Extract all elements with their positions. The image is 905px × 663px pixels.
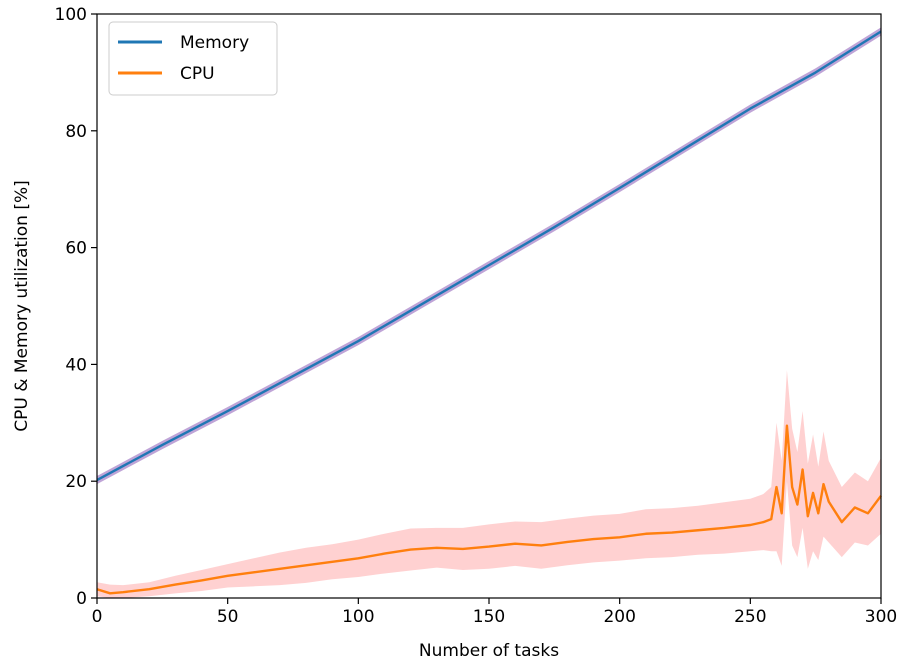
line-cpu xyxy=(96,424,882,595)
legend-label-memory: Memory xyxy=(180,33,249,53)
y-tick-label: 20 xyxy=(65,472,87,492)
y-tick-label: 100 xyxy=(55,5,87,25)
y-axis-label: CPU & Memory utilization [%] xyxy=(12,180,32,432)
legend-frame xyxy=(108,21,278,96)
x-axis-ticks: 0 50 100 150 200 250 300 xyxy=(92,598,897,627)
x-tick-label: 300 xyxy=(865,607,897,627)
x-tick-label: 200 xyxy=(603,607,635,627)
series-lines xyxy=(96,30,882,595)
x-tick-label: 100 xyxy=(342,607,374,627)
band-cpu xyxy=(97,370,881,598)
legend: Memory CPU xyxy=(108,21,278,96)
line-memory xyxy=(96,30,882,482)
y-tick-label: 80 xyxy=(65,122,87,142)
legend-label-cpu: CPU xyxy=(180,64,215,84)
y-tick-label: 40 xyxy=(65,355,87,375)
x-tick-label: 0 xyxy=(92,607,103,627)
x-tick-label: 50 xyxy=(217,607,239,627)
x-tick-label: 150 xyxy=(473,607,505,627)
y-tick-label: 60 xyxy=(65,239,87,259)
x-axis-label: Number of tasks xyxy=(419,641,559,661)
x-tick-label: 250 xyxy=(734,607,766,627)
y-axis-ticks: 0 20 40 60 80 100 xyxy=(55,5,97,609)
y-tick-label: 0 xyxy=(76,589,87,609)
